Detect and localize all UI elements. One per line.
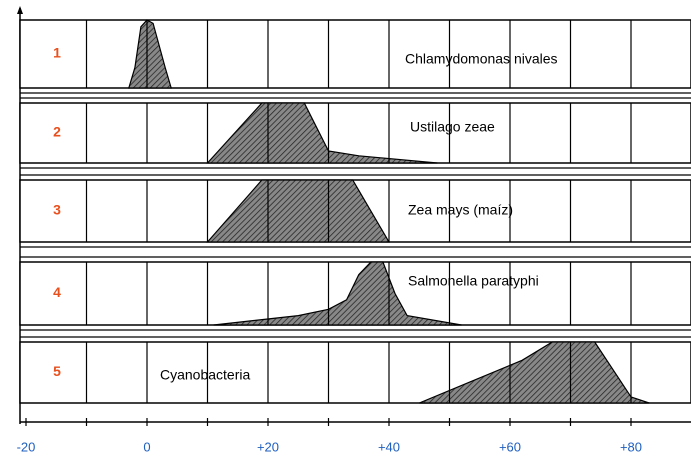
x-tick-label: +60 (499, 439, 521, 454)
panel (19, 19, 691, 89)
series-name: Cyanobacteria (160, 367, 250, 383)
series-name: Ustilago zeae (410, 119, 495, 135)
distribution (127, 19, 173, 89)
x-tick-label: -20 (17, 439, 36, 454)
panel-number: 4 (53, 284, 61, 300)
panel-number: 1 (53, 45, 61, 61)
panel-number: 5 (53, 363, 61, 379)
panel-number: 3 (53, 202, 61, 218)
panel-number: 2 (53, 124, 61, 140)
axis-arrow (17, 6, 23, 14)
x-tick-label: +80 (620, 439, 642, 454)
series-name: Zea mays (maíz) (408, 202, 513, 218)
x-tick-label: 0 (143, 439, 150, 454)
panel (19, 102, 691, 164)
distribution (419, 341, 650, 404)
x-tick-label: +20 (257, 439, 279, 454)
series-name: Chlamydomonas nivales (405, 51, 558, 67)
series-name: Salmonella paratyphi (408, 273, 539, 289)
x-tick-label: +40 (378, 439, 400, 454)
distribution (213, 261, 462, 326)
